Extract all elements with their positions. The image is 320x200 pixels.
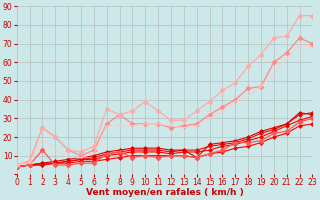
X-axis label: Vent moyen/en rafales ( km/h ): Vent moyen/en rafales ( km/h ) xyxy=(86,188,244,197)
